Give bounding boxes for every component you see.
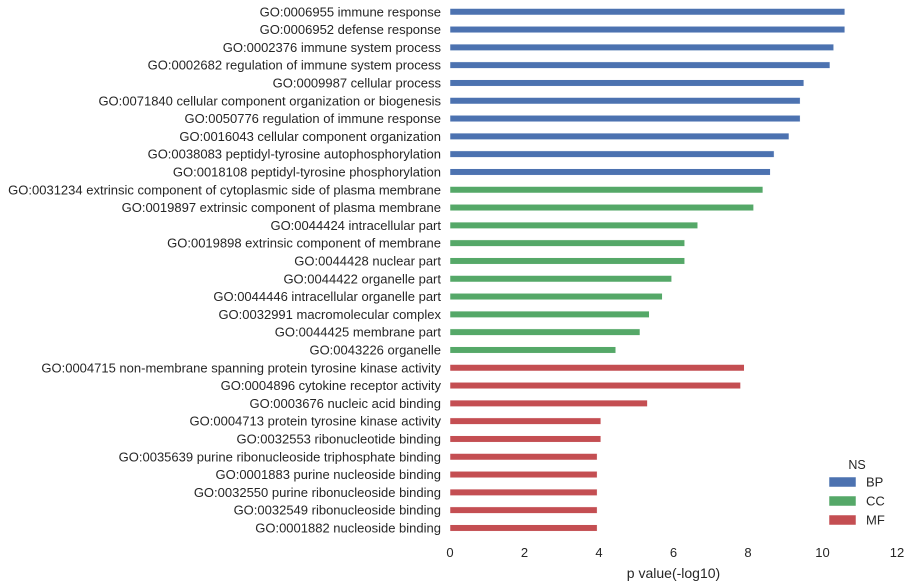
bar-cc bbox=[449, 239, 685, 247]
x-tick-label: 12 bbox=[890, 545, 904, 560]
category-label: GO:0002376 immune system process bbox=[223, 40, 442, 55]
category-label: GO:0009987 cellular process bbox=[273, 75, 442, 90]
bar-bp bbox=[449, 132, 790, 140]
legend-swatch bbox=[828, 495, 857, 507]
bar-mf bbox=[449, 488, 598, 496]
bar-bp bbox=[449, 168, 771, 176]
bar-cc bbox=[449, 257, 685, 265]
category-label: GO:0032991 macromolecular complex bbox=[218, 307, 441, 322]
bar-bp bbox=[449, 61, 831, 69]
category-label: GO:0050776 regulation of immune response bbox=[184, 111, 441, 126]
bar-mf bbox=[449, 417, 602, 425]
bar-mf bbox=[449, 453, 598, 461]
legend-swatch bbox=[828, 476, 857, 488]
x-tick-label: 0 bbox=[446, 545, 453, 560]
bar-cc bbox=[449, 186, 764, 194]
category-labels: GO:0006955 immune response GO:0006952 def… bbox=[8, 4, 441, 535]
category-label: GO:0001883 purine nucleoside binding bbox=[215, 467, 441, 482]
bar-mf bbox=[449, 471, 598, 479]
category-label: GO:0044446 intracellular organelle part bbox=[213, 289, 441, 304]
category-label: GO:0032550 purine ribonucleoside binding bbox=[194, 485, 441, 500]
x-tick-label: 8 bbox=[744, 545, 751, 560]
category-label: GO:0035639 purine ribonucleoside triphos… bbox=[119, 449, 441, 464]
bar-bp bbox=[449, 97, 801, 105]
category-label: GO:0006952 defense response bbox=[260, 22, 441, 37]
category-label: GO:0018108 peptidyl-tyrosine phosphoryla… bbox=[173, 164, 441, 179]
x-tick-label: 2 bbox=[521, 545, 528, 560]
legend: NS BP CC MF bbox=[828, 458, 885, 528]
category-label: GO:0071840 cellular component organizati… bbox=[98, 93, 441, 108]
legend-label: MF bbox=[866, 513, 885, 528]
bar-cc bbox=[449, 221, 698, 229]
category-label: GO:0004713 protein tyrosine kinase activ… bbox=[190, 414, 442, 429]
category-label: GO:0004896 cytokine receptor activity bbox=[221, 378, 442, 393]
bar-cc bbox=[449, 346, 617, 354]
legend-title: NS bbox=[848, 458, 865, 472]
category-label: GO:0044428 nuclear part bbox=[294, 253, 441, 268]
x-tick-labels: 0 2 4 6 8 10 12 bbox=[446, 545, 904, 560]
bar-mf bbox=[449, 399, 648, 407]
category-label: GO:0044422 organelle part bbox=[283, 271, 441, 286]
x-tick-label: 6 bbox=[670, 545, 677, 560]
legend-swatch bbox=[828, 514, 857, 526]
category-label: GO:0032549 ribonucleoside binding bbox=[234, 503, 441, 518]
bar-mf bbox=[449, 524, 598, 532]
category-label: GO:0019897 extrinsic component of plasma… bbox=[122, 200, 441, 215]
category-label: GO:0044424 intracellular part bbox=[270, 218, 441, 233]
bar-bp bbox=[449, 115, 801, 123]
bar-cc bbox=[449, 310, 650, 318]
category-label: GO:0019898 extrinsic component of membra… bbox=[167, 236, 441, 251]
category-label: GO:0016043 cellular component organizati… bbox=[179, 129, 441, 144]
legend-label: BP bbox=[866, 475, 883, 490]
category-label: GO:0038083 peptidyl-tyrosine autophospho… bbox=[148, 147, 441, 162]
category-label: GO:0003676 nucleic acid binding bbox=[249, 396, 441, 411]
bar-cc bbox=[449, 328, 641, 336]
bar-bp bbox=[449, 79, 805, 87]
bar-mf bbox=[449, 435, 602, 443]
legend-label: CC bbox=[866, 494, 885, 509]
category-label: GO:0031234 extrinsic component of cytopl… bbox=[8, 182, 441, 197]
legend-items: BP CC MF bbox=[828, 475, 885, 528]
category-label: GO:0044425 membrane part bbox=[275, 325, 442, 340]
bar-bp bbox=[449, 26, 846, 34]
bar-bp bbox=[449, 8, 846, 16]
category-label: GO:0002682 regulation of immune system p… bbox=[148, 58, 442, 73]
bar-mf bbox=[449, 364, 745, 372]
bar-mf bbox=[449, 382, 741, 390]
category-label: GO:0043226 organelle bbox=[309, 342, 441, 357]
x-tick-label: 10 bbox=[815, 545, 829, 560]
x-tick-label: 4 bbox=[595, 545, 602, 560]
bar-mf bbox=[449, 506, 598, 514]
bar-bp bbox=[449, 43, 834, 51]
bar-bp bbox=[449, 150, 775, 158]
category-label: GO:0001882 nucleoside binding bbox=[255, 520, 441, 535]
bar-cc bbox=[449, 293, 663, 301]
category-label: GO:0004715 non-membrane spanning protein… bbox=[41, 360, 441, 375]
x-axis-title: p value(-log10) bbox=[627, 565, 720, 581]
bar-cc bbox=[449, 275, 672, 283]
category-label: GO:0032553 ribonucleotide binding bbox=[236, 431, 441, 446]
category-label: GO:0006955 immune response bbox=[260, 4, 441, 19]
bar-cc bbox=[449, 204, 754, 212]
bars bbox=[449, 8, 846, 532]
